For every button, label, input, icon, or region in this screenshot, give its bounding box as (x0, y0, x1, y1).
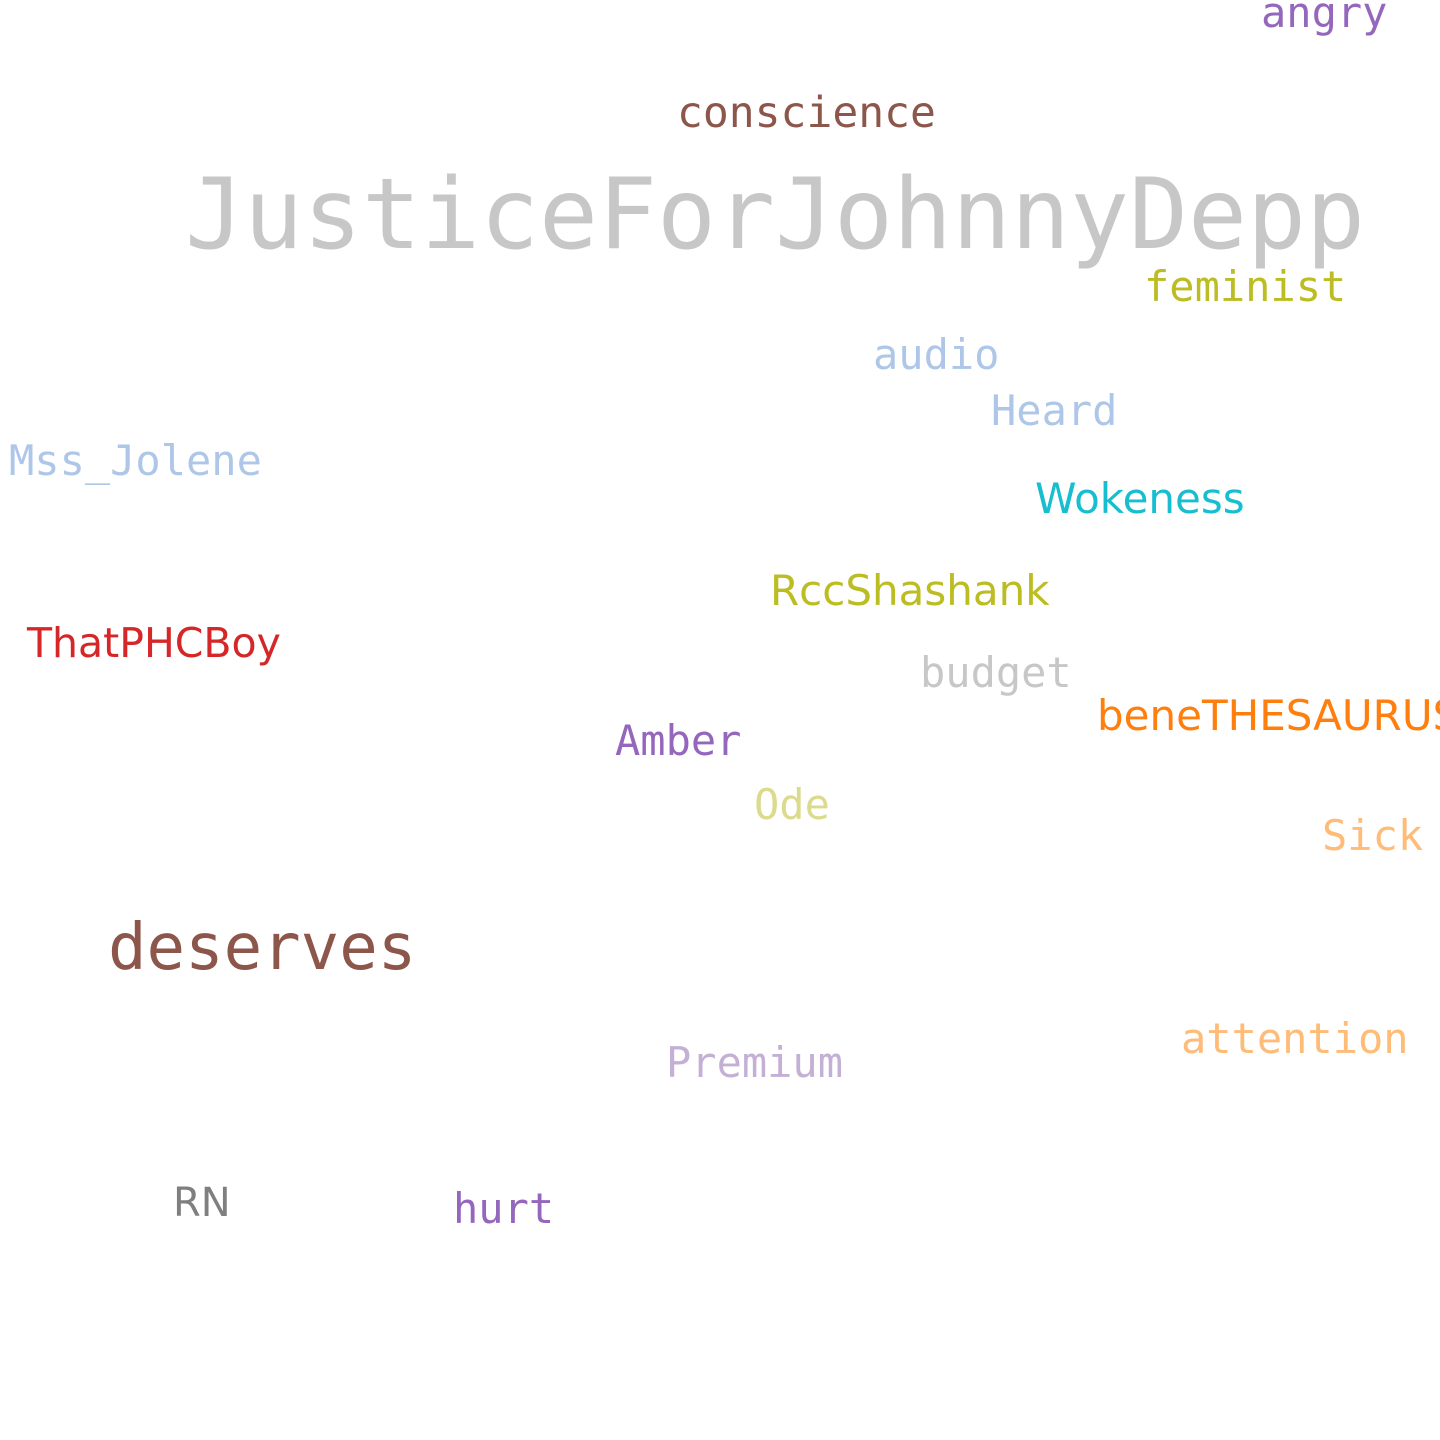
word-rccshashank: RccShashank (770, 566, 1050, 615)
word-wokeness: Wokeness (1035, 474, 1245, 523)
word-hurt: hurt (453, 1184, 555, 1233)
word-attention: attention (1181, 1014, 1409, 1063)
word-audio: audio (873, 330, 1000, 379)
word-amber: Amber (615, 716, 742, 765)
word-justiceforjohnnydepp: JusticeForJohnnyDepp (185, 158, 1366, 272)
word-feminist: feminist (1144, 262, 1347, 311)
word-ode: Ode (754, 780, 830, 829)
word-conscience: conscience (677, 88, 936, 138)
word-rn: RN (173, 1180, 231, 1226)
word-mss-jolene: Mss_Jolene (9, 436, 262, 485)
word-heard: Heard (991, 386, 1118, 435)
word-budget: budget (920, 648, 1072, 697)
word-benethesaurus: beneTHESAURUS (1097, 691, 1440, 740)
word-deserves: deserves (108, 911, 417, 985)
word-angry: angry (1261, 0, 1388, 37)
word-thatphcboy: ThatPHCBoy (27, 619, 281, 667)
word-premium: Premium (666, 1038, 844, 1087)
word-sick: Sick (1322, 811, 1424, 860)
